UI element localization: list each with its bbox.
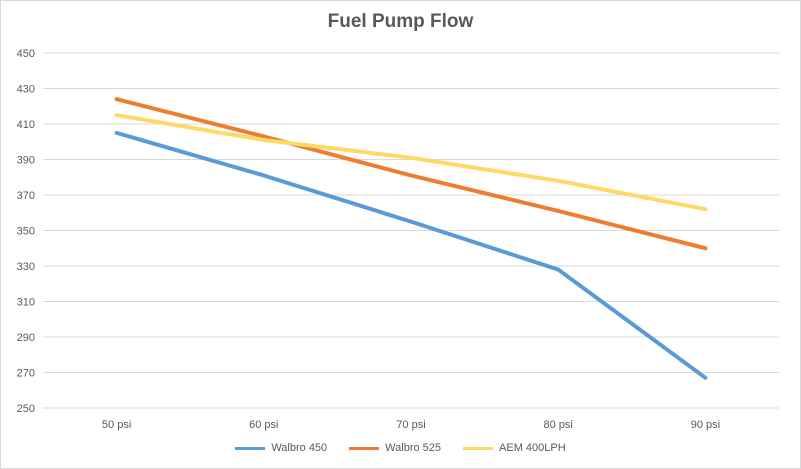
y-tick-label: 430	[17, 84, 35, 96]
y-tick-label: 350	[17, 226, 35, 238]
series-line-walbro-525	[114, 97, 708, 251]
legend-swatch	[349, 446, 380, 450]
y-tick-label: 250	[17, 403, 35, 415]
legend-label: Walbro 525	[385, 442, 442, 454]
legend-item: Walbro 525	[349, 442, 441, 454]
series-line-walbro-450	[114, 130, 708, 380]
chart-title: Fuel Pump Flow	[327, 11, 474, 32]
chart-legend: Walbro 450 Walbro 525 AEM 400LPH	[1, 442, 800, 454]
y-tick-label: 270	[17, 368, 35, 380]
legend-item: AEM 400LPH	[463, 442, 566, 454]
x-tick-label: 90 psi	[691, 419, 720, 431]
y-tick-label: 290	[17, 332, 35, 344]
legend-swatch	[235, 446, 266, 450]
x-tick-label: 80 psi	[544, 419, 573, 431]
legend-item: Walbro 450	[235, 442, 327, 454]
y-tick-label: 370	[17, 190, 35, 202]
x-tick-label: 60 psi	[249, 419, 278, 431]
legend-swatch	[463, 446, 494, 450]
y-tick-label: 410	[17, 119, 35, 131]
x-tick-label: 70 psi	[396, 419, 425, 431]
y-tick-label: 330	[17, 261, 35, 273]
series-line-aem-400lph	[114, 113, 708, 212]
y-tick-label: 310	[17, 297, 35, 309]
y-tick-label: 450	[17, 48, 35, 60]
x-tick-label: 50 psi	[102, 419, 131, 431]
legend-label: AEM 400LPH	[499, 442, 566, 454]
legend-label: Walbro 450	[271, 442, 328, 454]
y-tick-label: 390	[17, 155, 35, 167]
